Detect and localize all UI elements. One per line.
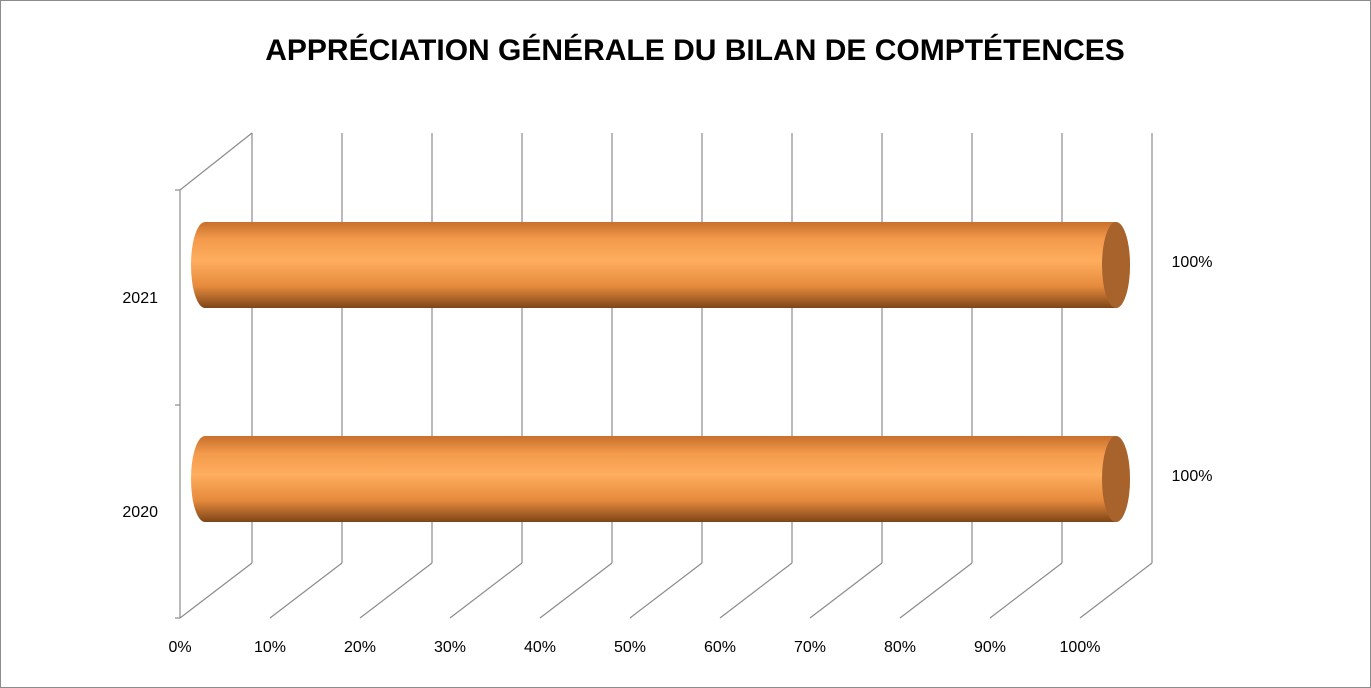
floor-line xyxy=(269,562,343,619)
floor-line xyxy=(809,562,883,619)
x-tick-label: 50% xyxy=(614,639,646,656)
floor-line xyxy=(539,562,613,619)
value-label: 100% xyxy=(1172,254,1213,271)
x-tick-label: 80% xyxy=(884,639,916,656)
value-label: 100% xyxy=(1172,468,1213,485)
bar-cap xyxy=(1102,222,1130,308)
chart-title: APPRÉCIATION GÉNÉRALE DU BILAN DE COMPTÉ… xyxy=(265,33,1125,67)
floor-line xyxy=(179,562,253,619)
bar xyxy=(191,222,1130,308)
x-tick-label: 0% xyxy=(168,639,191,656)
floor-line xyxy=(989,562,1063,619)
y-tick-label: 2021 xyxy=(122,290,158,307)
x-tick-label: 30% xyxy=(434,639,466,656)
x-tick-label: 90% xyxy=(974,639,1006,656)
x-tick-label: 60% xyxy=(704,639,736,656)
x-tick-label: 70% xyxy=(794,639,826,656)
floor-line xyxy=(719,562,793,619)
x-tick-label: 20% xyxy=(344,639,376,656)
x-tick-label: 10% xyxy=(254,639,286,656)
floor-line xyxy=(629,562,703,619)
floor-line xyxy=(1079,562,1153,619)
bar xyxy=(191,436,1130,522)
floor-line xyxy=(899,562,973,619)
floor-line xyxy=(449,562,523,619)
x-tick-label: 40% xyxy=(524,639,556,656)
y-tick-label: 2020 xyxy=(122,504,158,521)
left-wall xyxy=(179,132,253,191)
floor-line xyxy=(359,562,433,619)
x-tick-label: 100% xyxy=(1060,639,1101,656)
bar-cap xyxy=(1102,436,1130,522)
